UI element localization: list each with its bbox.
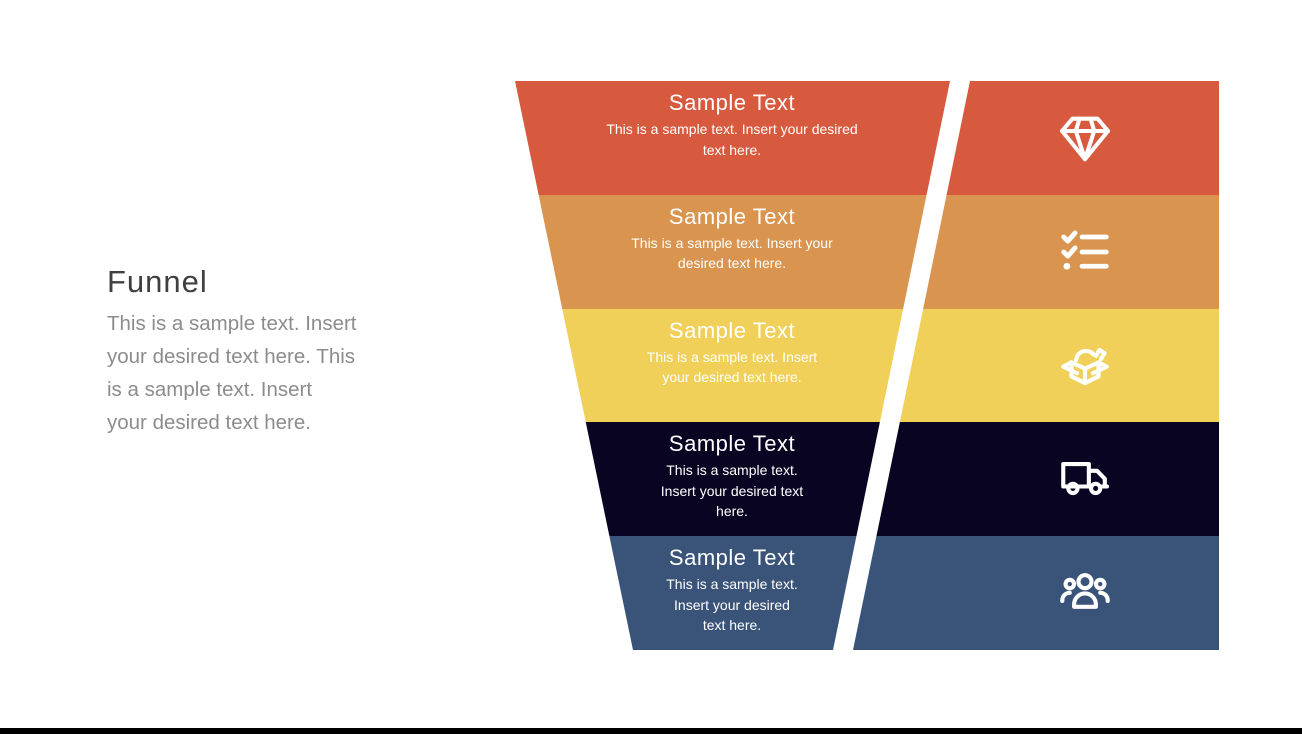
stage-title: Sample Text [668, 431, 796, 457]
intro-section: Funnel This is a sample text. Insert you… [107, 263, 457, 439]
stage-title: Sample Text [668, 203, 796, 229]
funnel-stage-3-text: Sample Text This is a sample text. Inser… [552, 317, 912, 388]
delivery-truck-icon [1056, 450, 1114, 508]
stage-description: This is a sample text. Insert your desir… [606, 121, 858, 158]
bottom-border-bar [0, 728, 1302, 734]
people-group-icon [1056, 564, 1114, 622]
stage-description: This is a sample text. Insert your desir… [646, 348, 818, 386]
funnel-icon-band-5 [853, 536, 1219, 650]
stage-title: Sample Text [668, 90, 796, 115]
open-box-icon [1056, 336, 1114, 394]
stage-title: Sample Text [668, 545, 796, 571]
funnel-diagram: Sample Text This is a sample text. Inser… [515, 81, 1219, 650]
funnel-stage-2-text: Sample Text This is a sample text. Inser… [552, 203, 912, 274]
stage-description: This is a sample text. Insert your desir… [631, 234, 833, 272]
stage-description: This is a sample text. Insert your desir… [666, 576, 798, 634]
stage-title: Sample Text [668, 317, 796, 343]
diamond-icon [1056, 109, 1114, 167]
funnel-stage-3-band: Sample Text This is a sample text. Inser… [515, 308, 950, 423]
funnel-stage-1-band: Sample Text This is a sample text. Inser… [515, 81, 950, 195]
funnel-stage-1-text: Sample Text This is a sample text. Inser… [552, 89, 912, 160]
funnel-stage-5-text: Sample Text This is a sample text. Inser… [552, 544, 912, 636]
intro-description: This is a sample text. Insert your desir… [107, 312, 357, 434]
stage-description: This is a sample text. Insert your desir… [660, 462, 804, 520]
funnel-stage-4-text: Sample Text This is a sample text. Inser… [552, 430, 912, 522]
page-title: Funnel [107, 264, 208, 299]
checklist-icon [1056, 223, 1114, 281]
funnel-stage-2-band: Sample Text This is a sample text. Inser… [515, 194, 950, 309]
funnel-icon-band-4 [853, 422, 1219, 537]
